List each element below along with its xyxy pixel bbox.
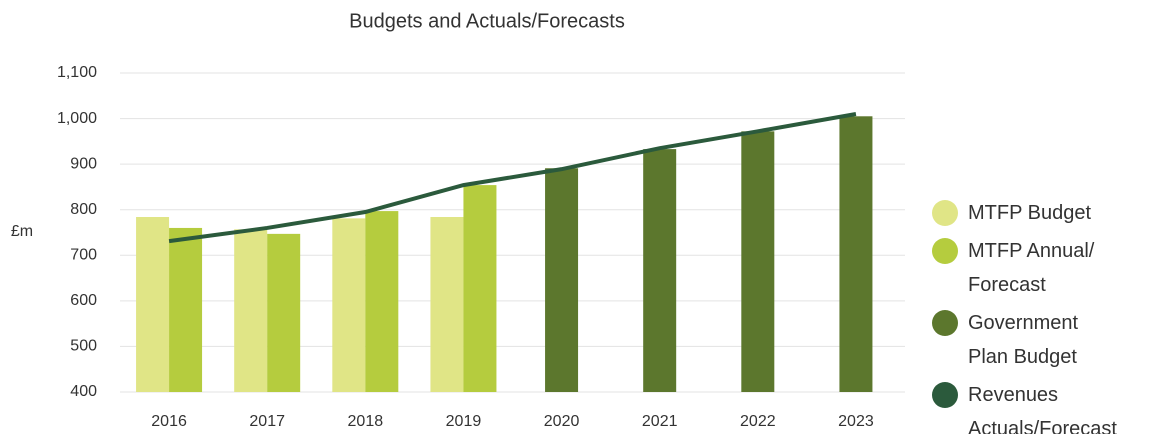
legend-swatch bbox=[932, 382, 958, 408]
legend-label: MTFP Annual/ Forecast bbox=[968, 240, 1095, 296]
x-tick-label: 2020 bbox=[544, 413, 580, 430]
bar bbox=[169, 227, 203, 392]
legend: MTFP Budget MTFP Annual/ Forecast Governme… bbox=[932, 196, 1147, 434]
legend-item: Government Plan Budget bbox=[932, 306, 1147, 374]
x-tick-label: 2019 bbox=[446, 413, 482, 430]
bar bbox=[430, 217, 464, 392]
y-tick-label: 600 bbox=[70, 292, 97, 309]
legend-swatch bbox=[932, 310, 958, 336]
x-tick-label: 2018 bbox=[348, 413, 384, 430]
y-tick-label: 1,100 bbox=[57, 64, 97, 81]
bar bbox=[365, 211, 399, 392]
y-axis-label: £m bbox=[11, 223, 33, 240]
bar bbox=[545, 168, 579, 392]
bar bbox=[463, 185, 497, 392]
bar bbox=[136, 217, 170, 392]
x-tick-label: 2021 bbox=[642, 413, 678, 430]
y-tick-label: 1,000 bbox=[57, 110, 97, 127]
legend-item: MTFP Budget bbox=[932, 196, 1147, 230]
bar bbox=[234, 229, 268, 392]
legend-item: MTFP Annual/ Forecast bbox=[932, 234, 1147, 302]
x-tick-label: 2022 bbox=[740, 413, 776, 430]
legend-swatch bbox=[932, 200, 958, 226]
y-tick-label: 800 bbox=[70, 201, 97, 218]
bar bbox=[267, 233, 301, 392]
chart-title: Budgets and Actuals/Forecasts bbox=[349, 10, 625, 32]
y-tick-label: 400 bbox=[70, 383, 97, 400]
legend-label: MTFP Budget bbox=[968, 202, 1092, 224]
x-tick-label: 2023 bbox=[838, 413, 874, 430]
bar bbox=[332, 218, 366, 392]
legend-item: Revenues Actuals/Forecast bbox=[932, 378, 1147, 434]
y-tick-label: 700 bbox=[70, 247, 97, 264]
y-tick-label: 500 bbox=[70, 338, 97, 355]
bar bbox=[643, 149, 677, 392]
bar bbox=[741, 131, 775, 392]
bar bbox=[839, 116, 873, 393]
x-tick-label: 2016 bbox=[151, 413, 187, 430]
y-tick-label: 900 bbox=[70, 155, 97, 172]
legend-label: Government Plan Budget bbox=[968, 312, 1079, 368]
line bbox=[168, 112, 857, 244]
legend-label: Revenues Actuals/Forecast bbox=[968, 384, 1117, 434]
legend-swatch bbox=[932, 238, 958, 264]
x-tick-label: 2017 bbox=[249, 413, 285, 430]
